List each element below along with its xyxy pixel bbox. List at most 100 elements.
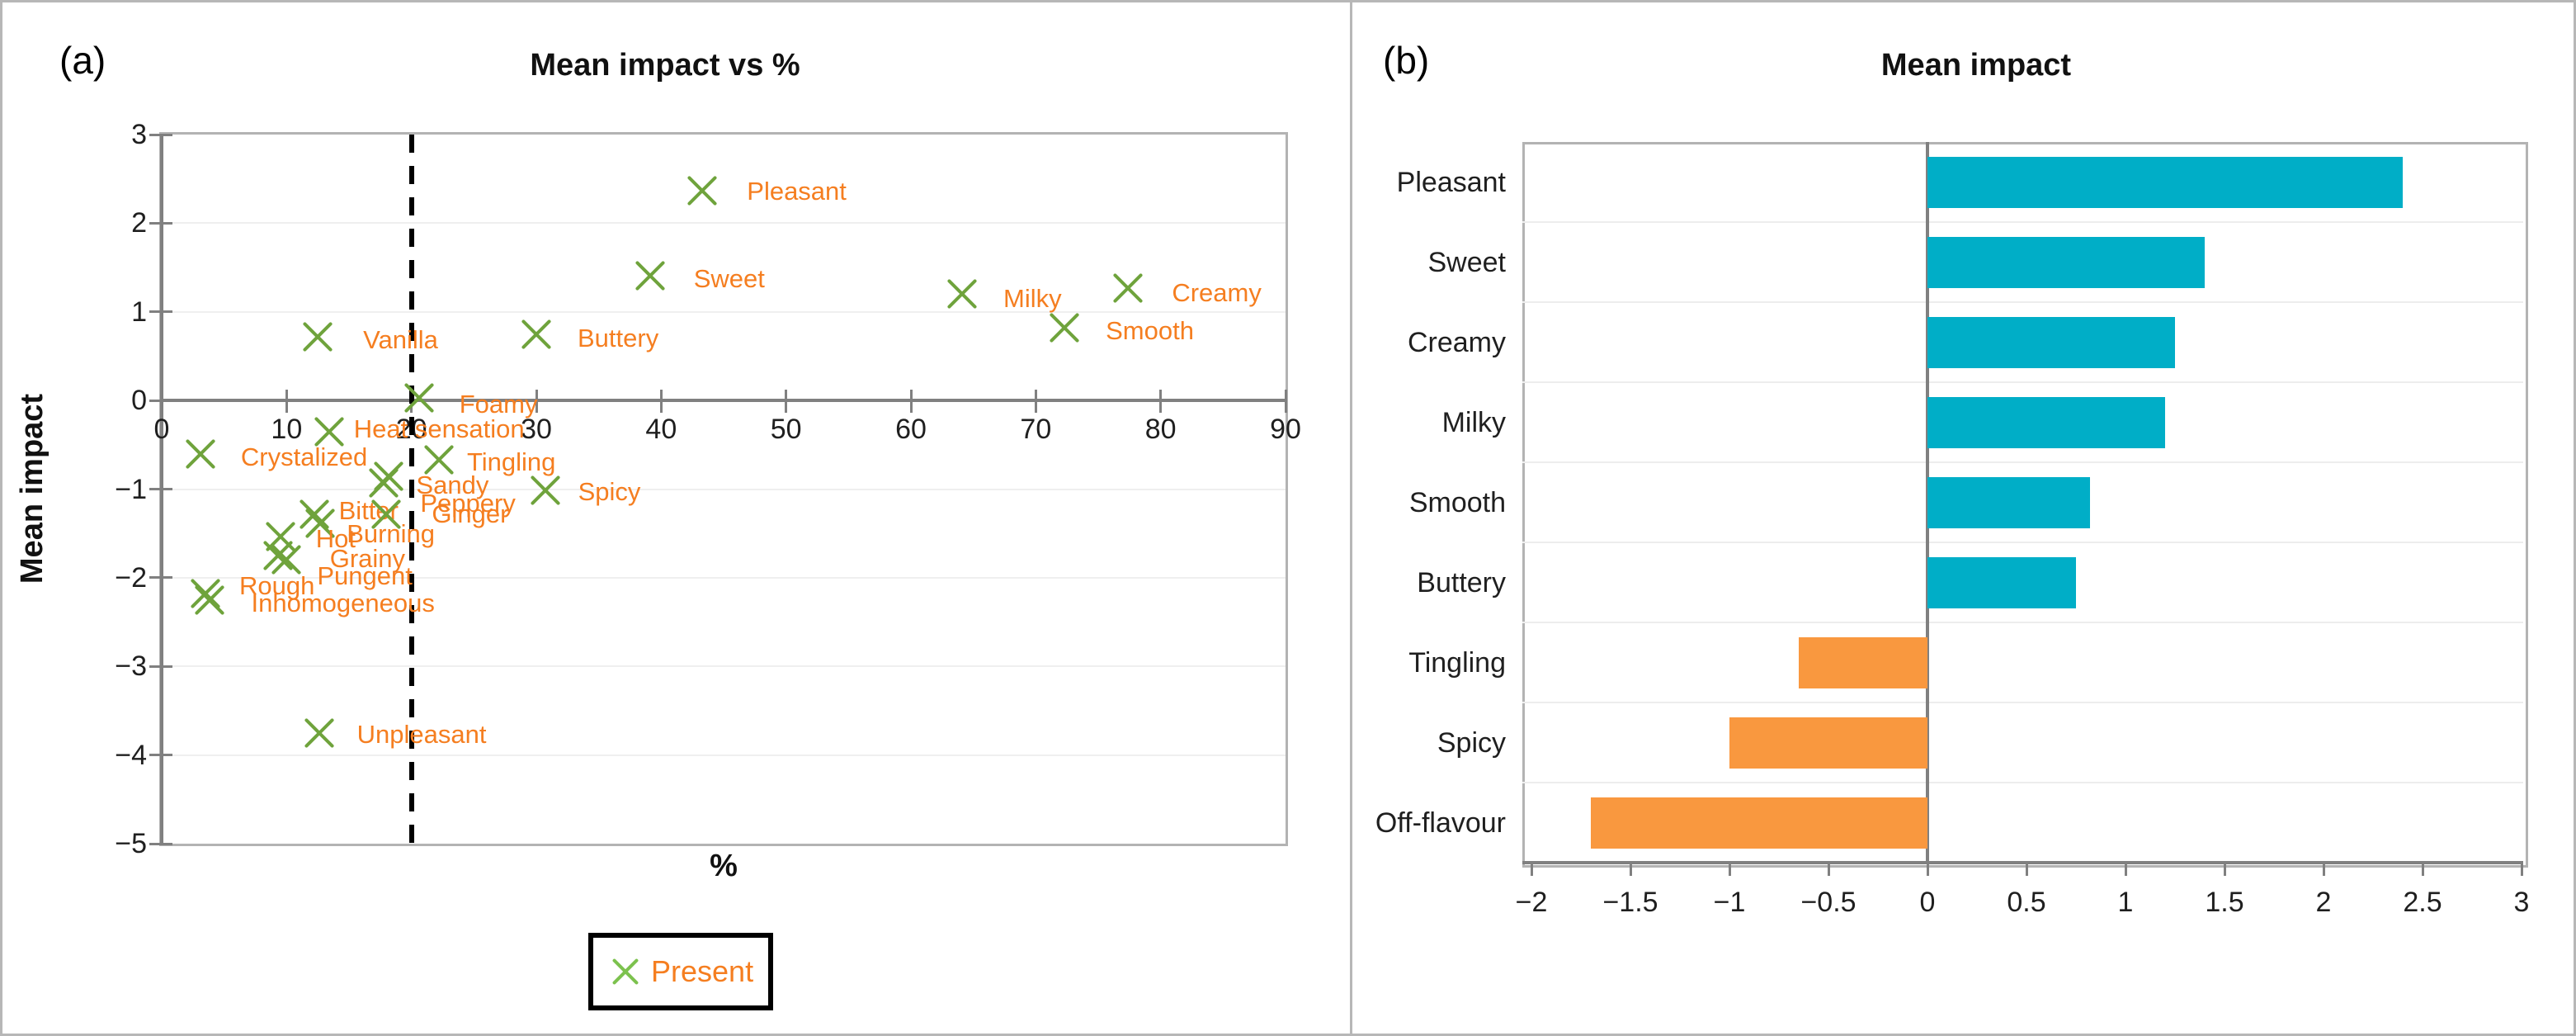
scatter-point-label: Milky <box>1003 284 1062 314</box>
bar-positive <box>1927 476 2090 528</box>
scatter-point <box>521 319 552 349</box>
bar-x-tick <box>1530 863 1533 876</box>
scatter-point-label: Peppery <box>420 488 516 518</box>
panel-b-label: (b) <box>1383 39 1430 82</box>
scatter-x-axis-line <box>162 399 1286 403</box>
scatter-y-tick <box>149 842 172 845</box>
scatter-y-tick-label: −5 <box>115 828 147 859</box>
scatter-point-label: Inhomogeneous <box>251 588 435 617</box>
scatter-point-label: Foamy <box>459 389 538 419</box>
scatter-x-axis-title: % <box>710 849 738 883</box>
scatter-y-tick <box>149 133 172 136</box>
scatter-y-tick <box>149 310 172 314</box>
bar-positive <box>1927 156 2403 208</box>
bar-x-tick-label: −1.5 <box>1602 887 1658 918</box>
scatter-gridline <box>162 665 1286 668</box>
scatter-point-label: Burning <box>347 519 436 549</box>
bar-x-tick-label: 3 <box>2513 887 2530 918</box>
bar-x-tick-label: −1 <box>1713 887 1746 918</box>
scatter-y-tick-label: −3 <box>115 650 147 683</box>
scatter-point-label: Pleasant <box>747 176 847 206</box>
scatter-y-tick <box>149 665 172 668</box>
scatter-point <box>1112 272 1144 304</box>
bar-category-label: Off-flavour <box>1375 807 1506 839</box>
bar-category-label: Spicy <box>1437 726 1506 759</box>
scatter-point <box>185 438 216 469</box>
bar-positive <box>1927 556 2076 608</box>
bar-x-tick <box>1728 863 1731 876</box>
bar-category-label: Sweet <box>1427 246 1507 278</box>
bar-x-tick-label: −0.5 <box>1800 887 1857 918</box>
scatter-x-tick-label: 60 <box>895 414 927 446</box>
scatter-y-tick <box>149 576 172 579</box>
bar-title: Mean impact <box>1880 48 2072 83</box>
legend-label: Present <box>651 954 754 988</box>
scatter-x-tick-label: 80 <box>1144 414 1177 446</box>
bar-row-gridline <box>1522 381 2523 383</box>
scatter-y-tick <box>149 754 172 757</box>
scatter-title: Mean impact vs % <box>530 48 800 83</box>
bar-x-tick <box>2223 863 2226 876</box>
scatter-point-label: Spicy <box>578 476 641 506</box>
scatter-point-label: Sweet <box>693 263 765 293</box>
bar-x-tick-label: 2 <box>2315 887 2332 918</box>
bar-x-tick <box>1926 863 1929 876</box>
bar-x-tick-label: 0.5 <box>2007 887 2046 918</box>
bar-row-gridline <box>1522 221 2523 223</box>
scatter-y-tick-label: −1 <box>115 473 147 505</box>
bar-negative <box>1729 717 1927 769</box>
scatter-x-tick <box>659 390 663 414</box>
scatter-point-label: Ginger <box>432 499 509 528</box>
scatter-x-tick <box>160 390 163 414</box>
bar-category-label: Buttery <box>1417 566 1506 598</box>
scatter-gridline <box>162 222 1286 225</box>
scatter-x-tick <box>785 390 788 414</box>
bar-positive <box>1927 236 2205 288</box>
scatter-gridline <box>162 310 1286 313</box>
scatter-point-label: Heat sensation <box>353 414 525 443</box>
bar-negative <box>1591 797 1927 849</box>
bar-row-gridline <box>1522 702 2523 703</box>
scatter-y-tick-label: 1 <box>131 296 147 328</box>
bar-x-axis-line <box>1522 861 2523 864</box>
scatter-point-label: Vanilla <box>363 324 438 354</box>
scatter-x-tick-label: 90 <box>1270 414 1301 446</box>
bar-positive <box>1927 396 2165 448</box>
scatter-x-tick-label: 0 <box>153 414 170 446</box>
scatter-point <box>194 584 224 616</box>
scatter-y-tick <box>149 221 172 225</box>
bar-negative <box>1799 636 1927 688</box>
bar-x-tick <box>2520 863 2523 876</box>
scatter-point-label: Grainy <box>329 544 406 574</box>
scatter-x-tick <box>1034 390 1037 414</box>
legend: Present <box>588 933 773 1010</box>
scatter-point-label: Creamy <box>1172 277 1262 307</box>
scatter-point <box>302 321 333 352</box>
scatter-y-tick-label: 0 <box>131 385 147 417</box>
bar-x-tick <box>2025 863 2028 876</box>
scatter-x-tick-label: 50 <box>770 414 802 446</box>
panel-a-label: (a) <box>59 39 106 82</box>
scatter-point <box>530 475 560 505</box>
bar-x-tick <box>2322 863 2325 876</box>
bar-x-tick <box>2124 863 2127 876</box>
x-marker-icon <box>611 958 639 986</box>
scatter-x-tick <box>1159 390 1163 414</box>
bar-x-tick <box>2421 863 2424 876</box>
bar-x-tick-label: 1.5 <box>2205 887 2244 918</box>
scatter-gridline <box>162 488 1286 490</box>
scatter-point-label: Smooth <box>1106 316 1194 346</box>
bar-category-label: Milky <box>1441 406 1506 438</box>
scatter-y-axis-title: Mean impact <box>15 393 50 584</box>
bar-row-gridline <box>1522 782 2523 783</box>
scatter-y-tick-label: 2 <box>131 207 147 239</box>
scatter-x-tick-label: 70 <box>1020 414 1052 446</box>
scatter-point <box>403 382 435 414</box>
bar-category-label: Tingling <box>1408 646 1506 679</box>
scatter-point-label: Crystalized <box>240 442 368 471</box>
scatter-x-tick-label: 10 <box>271 414 303 446</box>
bar-x-tick <box>1827 863 1830 876</box>
scatter-point <box>271 545 302 575</box>
scatter-x-tick <box>1284 390 1287 414</box>
